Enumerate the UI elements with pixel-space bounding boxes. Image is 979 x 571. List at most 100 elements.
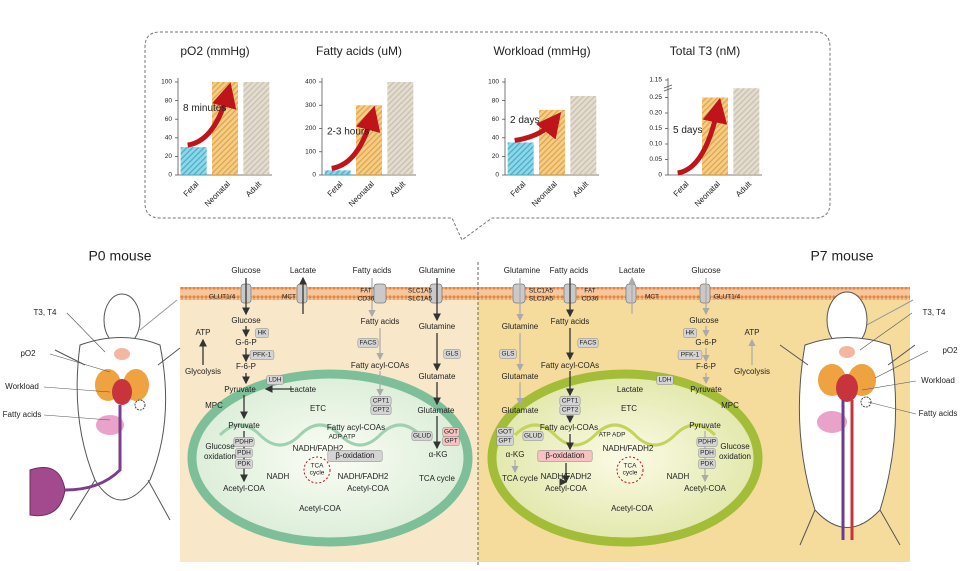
label-box xyxy=(235,459,253,469)
label: PDH xyxy=(700,450,714,457)
label-box xyxy=(370,405,392,415)
label: ATP xyxy=(745,328,760,337)
label: CPT2 xyxy=(373,407,390,414)
label: CPT1 xyxy=(373,398,390,405)
label: FAT xyxy=(584,288,595,295)
label-box xyxy=(496,436,514,446)
y-tick-label: 80 xyxy=(165,97,173,104)
label: PFK-1 xyxy=(681,352,700,359)
label-box xyxy=(577,338,599,348)
label: GOT xyxy=(498,429,512,436)
label: SLC1A5 xyxy=(408,296,433,303)
label: Glycolysis xyxy=(185,367,221,376)
leader-line xyxy=(49,353,111,373)
label: ETC xyxy=(621,404,637,413)
leader-line xyxy=(859,312,913,351)
leader-line xyxy=(66,312,106,353)
label: CPT2 xyxy=(562,407,579,414)
label-box xyxy=(357,338,379,348)
flow-arrows xyxy=(199,276,574,484)
label: α-KG xyxy=(506,450,525,459)
trend-arrow xyxy=(187,82,237,148)
annotation: 5 days xyxy=(673,125,702,136)
label: Glutamine xyxy=(419,266,456,275)
y-tick-label: 200 xyxy=(305,125,316,132)
tca-circle xyxy=(303,456,331,484)
label: CD36 xyxy=(582,296,599,303)
label: Fatty acyl-COAs xyxy=(327,423,385,432)
label: MPC xyxy=(205,401,223,410)
label-box xyxy=(698,448,716,458)
tca-circle xyxy=(616,456,644,484)
mouse-p0-organs xyxy=(64,348,149,492)
mouse-label: T3, T4 xyxy=(923,308,947,317)
label-box xyxy=(656,375,674,385)
label: FAT xyxy=(360,288,371,295)
label: ATP xyxy=(196,328,211,337)
label-box xyxy=(233,437,255,447)
label: SLC1A5 xyxy=(529,288,554,295)
leader-line xyxy=(867,401,917,415)
y-tick-label: 80 xyxy=(492,97,500,104)
label: PDHP xyxy=(698,439,716,446)
zoom-line xyxy=(139,299,178,331)
label: PDH xyxy=(237,450,251,457)
bar xyxy=(243,82,270,175)
label: Glucose xyxy=(231,316,261,325)
axis-break xyxy=(663,84,673,92)
bar xyxy=(507,142,534,175)
label-box xyxy=(327,450,383,462)
label: NADH/FADH2 xyxy=(541,472,592,481)
label: Glutamate xyxy=(419,372,456,381)
label: Pyruvate xyxy=(228,421,260,430)
bar xyxy=(670,175,697,176)
label-box xyxy=(499,349,517,359)
y-tick-label: 100 xyxy=(305,148,316,155)
label: MPC xyxy=(721,401,739,410)
trend-arrow xyxy=(331,105,381,171)
label: cycle xyxy=(623,470,638,477)
label: Glucose xyxy=(205,442,235,451)
chart-title: pO2 (mmHg) xyxy=(180,44,249,58)
label-box xyxy=(696,437,718,447)
label-box xyxy=(677,350,703,360)
label: SLC1A5 xyxy=(408,288,433,295)
label: F-6-P xyxy=(696,362,716,371)
annotation: 2-3 hours xyxy=(327,126,369,137)
label: β-oxidation xyxy=(545,451,584,460)
label: ADP ATP xyxy=(329,434,356,441)
cristae xyxy=(218,423,422,447)
label: Glucose xyxy=(691,266,721,275)
label: Glutamate xyxy=(418,406,455,415)
leader-line xyxy=(43,414,111,421)
label: Fatty acids xyxy=(361,317,400,326)
label-box xyxy=(411,431,433,441)
label: α-KG xyxy=(429,450,448,459)
label: NADH/FADH2 xyxy=(293,444,344,453)
bar xyxy=(356,105,382,175)
chart-title: Fatty acids (uM) xyxy=(316,44,402,58)
y-tick-label: 20 xyxy=(492,153,500,160)
label: FACS xyxy=(360,340,378,347)
label: Acetyl-COA xyxy=(299,504,341,513)
label-box xyxy=(266,375,284,385)
y-tick-label: 0.20 xyxy=(649,110,662,117)
label: MCT xyxy=(282,294,296,301)
trend-arrow xyxy=(514,112,562,143)
label-box xyxy=(537,450,593,462)
mouse-label: pO2 xyxy=(942,346,958,355)
label: GPT xyxy=(444,438,457,445)
label: PFK-1 xyxy=(253,352,272,359)
bar xyxy=(570,95,597,175)
label-box xyxy=(683,328,697,338)
y-tick-label: 0.05 xyxy=(649,156,662,163)
label: Glutamate xyxy=(502,406,539,415)
y-tick-label: 0.10 xyxy=(649,141,662,148)
label: Fatty acyl-COAs xyxy=(541,361,599,370)
label: Fatty acids xyxy=(551,317,590,326)
bar xyxy=(180,147,207,175)
label: TCA cycle xyxy=(502,474,539,483)
label: Glutamine xyxy=(504,266,541,275)
leader-line xyxy=(861,380,917,391)
